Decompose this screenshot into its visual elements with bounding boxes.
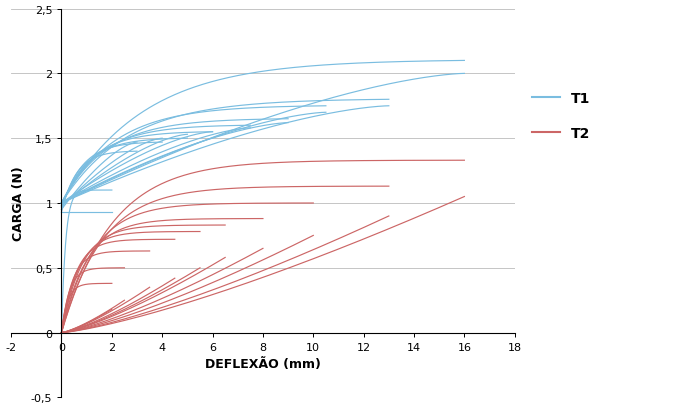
T2: [103, 281, 111, 286]
Legend: T1, T2: T1, T2: [527, 86, 596, 146]
T1: [88, 188, 96, 193]
T1: [100, 188, 108, 193]
Line: T1: T1: [62, 191, 112, 333]
T2: [87, 282, 95, 287]
Line: T2: T2: [62, 284, 112, 333]
T1: [108, 188, 116, 193]
T2: [88, 282, 96, 287]
T2: [100, 281, 108, 286]
T1: [103, 188, 111, 193]
T2: [57, 329, 66, 334]
X-axis label: DEFLEXÃO (mm): DEFLEXÃO (mm): [205, 357, 321, 370]
T1: [57, 325, 66, 330]
T2: [108, 281, 116, 286]
T2: [57, 330, 66, 335]
T1: [88, 188, 96, 193]
T2: [88, 281, 96, 286]
Y-axis label: CARGA (N): CARGA (N): [12, 166, 25, 241]
T1: [87, 188, 95, 193]
T1: [57, 330, 66, 335]
